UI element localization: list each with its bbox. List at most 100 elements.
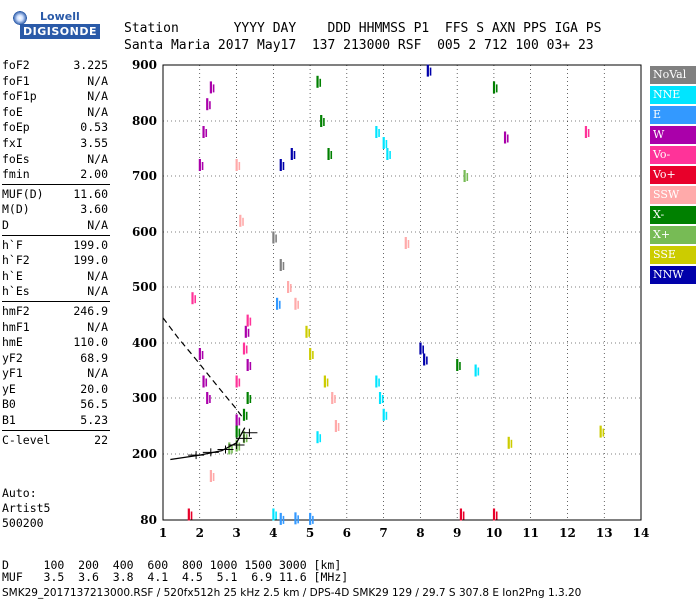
- data-point-nnw: [282, 162, 285, 170]
- param-separator: [2, 300, 110, 302]
- data-point-w: [198, 348, 201, 360]
- autoscaling-info: Auto: Artist5 500200: [2, 486, 50, 531]
- data-point-x: [238, 428, 241, 437]
- data-point-ssw: [407, 240, 410, 248]
- x-tick-label: 11: [522, 526, 539, 540]
- data-point-x: [456, 359, 459, 371]
- y-tick-label: 600: [132, 225, 157, 239]
- param-foes: foEs N/A: [2, 152, 110, 168]
- data-point-ssw: [235, 159, 238, 171]
- x-tick-label: 9: [453, 526, 461, 540]
- muf-table: D 100 200 400 600 800 1000 1500 3000 [km…: [2, 559, 348, 583]
- x-tick-label: 1: [159, 526, 167, 540]
- legend-item-noval: NoVal: [650, 66, 696, 84]
- data-point-w: [202, 126, 205, 138]
- param-value: 11.60: [73, 186, 108, 201]
- param-value: 22: [94, 432, 108, 447]
- data-point-noval: [272, 231, 275, 244]
- data-point-vo: [246, 314, 249, 327]
- y-tick-label: 80: [140, 513, 157, 527]
- y-tick-label: 900: [132, 58, 157, 72]
- data-point-sse: [326, 378, 329, 387]
- data-point-ssw: [209, 470, 212, 482]
- data-point-nne: [319, 434, 322, 443]
- data-point-nne: [477, 367, 480, 376]
- data-point-vo: [495, 511, 498, 520]
- data-point-nnw: [279, 159, 282, 171]
- param-value: 199.0: [73, 253, 108, 268]
- data-point-nne: [474, 364, 477, 377]
- header-row2: Santa Maria 2017 May17 137 213000 RSF 00…: [124, 38, 594, 53]
- data-point-e: [279, 512, 282, 525]
- param-label: h`E: [2, 268, 23, 283]
- data-point-e: [275, 297, 279, 310]
- data-point-ssw: [334, 420, 338, 432]
- param-label: C-level: [2, 432, 51, 447]
- legend-item-w: W: [650, 126, 696, 144]
- data-point-w: [209, 81, 212, 94]
- data-point-x: [327, 148, 330, 160]
- data-point-x: [320, 115, 323, 127]
- data-point-e: [297, 515, 299, 524]
- data-point-vo: [459, 508, 463, 521]
- y-tick-label: 200: [132, 447, 157, 461]
- station-header: Station YYYY DAY DDD HHMMSS P1 FFS S AXN…: [124, 20, 601, 54]
- param-label: hmF2: [2, 303, 30, 318]
- param-value: N/A: [87, 284, 108, 299]
- data-point-x: [492, 81, 496, 94]
- data-point-nne: [385, 411, 388, 420]
- data-point-vo: [191, 292, 194, 305]
- data-point-sse: [309, 348, 312, 360]
- data-point-sse: [312, 351, 314, 359]
- data-point-vo: [187, 508, 190, 521]
- x-tick-label: 14: [633, 526, 650, 540]
- data-point-vo: [492, 508, 496, 521]
- data-point-noval: [279, 259, 282, 271]
- param-value: 246.9: [73, 303, 108, 318]
- param-value: 110.0: [73, 335, 108, 350]
- x-tick-label: 2: [196, 526, 204, 540]
- y-tick-label: 400: [132, 336, 157, 350]
- data-point-w: [212, 84, 215, 93]
- data-point-nne: [375, 375, 378, 388]
- data-point-w: [209, 101, 211, 110]
- x-tick-label: 12: [559, 526, 576, 540]
- data-point-x: [242, 408, 246, 421]
- data-point-e: [312, 515, 314, 524]
- param-separator: [2, 234, 110, 236]
- data-point-x: [330, 151, 333, 159]
- data-point-ssw: [239, 214, 242, 227]
- globe-icon: [12, 10, 28, 26]
- param-label: D: [2, 217, 9, 232]
- param-label: foF2: [2, 58, 30, 72]
- data-point-w: [206, 392, 209, 404]
- legend-item-e: E: [650, 106, 696, 124]
- param-label: foE: [2, 104, 23, 119]
- data-point-sse: [305, 325, 308, 338]
- data-point-w: [238, 417, 241, 426]
- digisonde-logo: Lowell DIGISONDE: [8, 8, 118, 50]
- data-point-ssw: [294, 297, 297, 310]
- auto-version: 500200: [2, 516, 44, 530]
- param-md: M(D) 3.60: [2, 202, 110, 218]
- data-point-w: [198, 159, 201, 171]
- plot-frame: [162, 64, 642, 521]
- data-point-w: [209, 395, 211, 403]
- param-label: foF1p: [2, 89, 37, 104]
- data-point-vo: [249, 317, 252, 326]
- data-point-x: [228, 442, 231, 455]
- data-point-nne: [272, 508, 275, 521]
- legend-item-nnw: NNW: [650, 266, 696, 284]
- legend-item-x-: X+: [650, 226, 696, 244]
- param-b0: B0 56.5: [2, 397, 110, 413]
- param-label: MUF(D): [2, 186, 44, 201]
- data-point-ssw: [337, 423, 340, 431]
- param-value: 5.23: [80, 413, 108, 428]
- x-tick-label: 10: [486, 526, 503, 540]
- param-label: yF1: [2, 366, 23, 381]
- data-point-x: [246, 392, 249, 404]
- data-point-w: [201, 351, 204, 359]
- param-value: 0.53: [80, 120, 108, 135]
- param-value: 68.9: [80, 350, 108, 365]
